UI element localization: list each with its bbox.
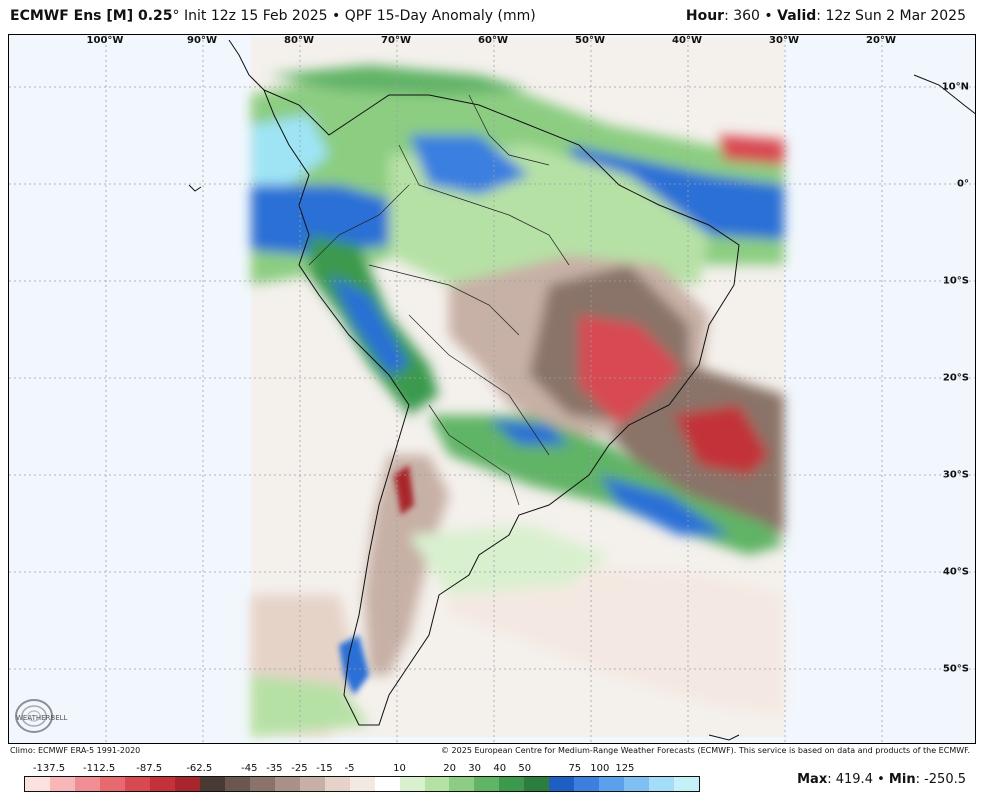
legend-tick-label: 30 xyxy=(468,763,482,774)
legend-tick-label: 75 xyxy=(568,763,582,774)
legend-tick-label: -137.5 xyxy=(32,763,66,774)
valid-label: Valid xyxy=(777,8,817,24)
longitude-label: 60°W xyxy=(478,35,508,46)
min-label: Min xyxy=(888,772,916,787)
legend-swatch xyxy=(174,777,200,791)
legend-swatch xyxy=(624,777,650,791)
legend-swatch xyxy=(49,777,75,791)
legend-swatch xyxy=(524,777,550,791)
model-name: ECMWF Ens [M] 0.25 xyxy=(10,8,173,24)
legend-swatch xyxy=(374,777,400,791)
color-legend xyxy=(24,776,700,792)
latitude-label: 10°N xyxy=(941,81,969,93)
bullet-separator: • xyxy=(877,772,885,787)
legend-swatch xyxy=(449,777,475,791)
latitude-label: 10°S xyxy=(942,275,969,287)
coastlines xyxy=(188,39,975,741)
legend-swatch xyxy=(324,777,350,791)
legend-tick-label: 10 xyxy=(393,763,406,774)
legend-swatch xyxy=(224,777,250,791)
legend-swatch xyxy=(299,777,325,791)
legend-swatch xyxy=(149,777,175,791)
max-value: : 419.4 xyxy=(827,772,873,787)
country-borders xyxy=(308,94,570,506)
legend-swatch xyxy=(249,777,275,791)
longitude-label: 20°W xyxy=(866,35,896,46)
climo-note: Climo: ECMWF ERA-5 1991-2020 xyxy=(10,746,141,755)
bullet-separator: • xyxy=(764,8,773,24)
hour-value: : 360 xyxy=(724,8,760,24)
valid-value: : 12z Sun 2 Mar 2025 xyxy=(816,8,966,24)
legend-tick-label: 125 xyxy=(615,763,635,774)
longitude-label: 50°W xyxy=(575,35,605,46)
legend-tick-label: 50 xyxy=(518,763,532,774)
legend-swatch xyxy=(124,777,150,791)
latitude-label: 20°S xyxy=(942,372,969,384)
legend-swatch xyxy=(399,777,425,791)
legend-swatch xyxy=(549,777,575,791)
latitude-label: 40°S xyxy=(942,566,969,578)
latitude-label: 30°S xyxy=(942,469,969,481)
longitude-label: 100°W xyxy=(86,35,124,46)
weatherbell-logo: WEATHERBELL xyxy=(15,699,68,733)
legend-swatch xyxy=(599,777,625,791)
map-canvas xyxy=(9,35,975,743)
legend-tick-label: -15 xyxy=(316,763,333,774)
legend-tick-label: -25 xyxy=(291,763,308,774)
legend-tick-label: -5 xyxy=(344,763,355,774)
anomaly-field xyxy=(251,37,784,737)
min-value: : -250.5 xyxy=(915,772,966,787)
valid-time-info: Hour: 360 • Valid: 12z Sun 2 Mar 2025 xyxy=(686,8,966,32)
legend-tick-label: 100 xyxy=(590,763,610,774)
legend-tick-label: -87.5 xyxy=(136,763,163,774)
max-min-stats: Max: 419.4 • Min: -250.5 xyxy=(797,772,966,787)
legend-swatch xyxy=(574,777,600,791)
latitude-label: 0° xyxy=(957,178,969,190)
legend-swatch xyxy=(274,777,300,791)
legend-tick-label: 20 xyxy=(443,763,456,774)
longitude-label: 30°W xyxy=(769,35,799,46)
legend-swatch xyxy=(25,777,50,791)
copyright-note: © 2025 European Centre for Medium-Range … xyxy=(441,746,970,755)
degree-symbol: ° xyxy=(172,8,180,24)
latitude-label: 50°S xyxy=(942,663,969,675)
legend-tick-label: -35 xyxy=(266,763,283,774)
product-name: QPF 15-Day Anomaly (mm) xyxy=(344,8,536,24)
map-title: ECMWF Ens [M] 0.25° Init 12z 15 Feb 2025… xyxy=(10,8,536,32)
longitude-label: 40°W xyxy=(672,35,702,46)
legend-swatch xyxy=(99,777,125,791)
init-time: Init 12z 15 Feb 2025 xyxy=(183,8,328,24)
legend-swatch xyxy=(499,777,525,791)
hour-label: Hour xyxy=(685,8,725,24)
legend-swatch xyxy=(424,777,450,791)
legend-swatch xyxy=(674,777,700,791)
longitude-label: 90°W xyxy=(187,35,217,46)
legend-swatch xyxy=(199,777,225,791)
graticule xyxy=(9,35,975,743)
legend-tick-label: -45 xyxy=(241,763,258,774)
legend-swatch xyxy=(74,777,100,791)
precipitation-anomaly-map[interactable]: 100°W 90°W 80°W 70°W 60°W 50°W 40°W 30°W… xyxy=(8,34,976,744)
bullet-separator: • xyxy=(332,8,341,24)
legend-tick-label: 40 xyxy=(493,763,507,774)
legend-swatch xyxy=(474,777,500,791)
logo-text: WEATHERBELL xyxy=(16,714,68,722)
legend-tick-label: -112.5 xyxy=(82,763,116,774)
max-label: Max xyxy=(797,772,828,787)
legend-tick-label: -62.5 xyxy=(186,763,213,774)
legend-swatch xyxy=(649,777,675,791)
longitude-label: 70°W xyxy=(381,35,411,46)
legend-swatch xyxy=(349,777,375,791)
longitude-label: 80°W xyxy=(284,35,314,46)
